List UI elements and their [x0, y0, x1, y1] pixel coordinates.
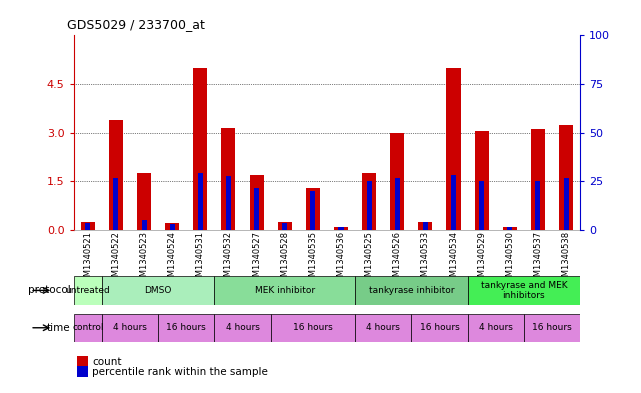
- Bar: [249, 175, 263, 230]
- Bar: [479, 181, 484, 230]
- Text: percentile rank within the sample: percentile rank within the sample: [92, 367, 268, 376]
- Bar: [137, 173, 151, 230]
- Text: tankyrase inhibitor: tankyrase inhibitor: [369, 286, 454, 295]
- Bar: [419, 222, 433, 230]
- Bar: [507, 228, 512, 230]
- Text: 4 hours: 4 hours: [366, 323, 400, 332]
- Text: count: count: [92, 357, 122, 367]
- Text: 16 hours: 16 hours: [167, 323, 206, 332]
- Bar: [194, 68, 207, 230]
- Bar: [367, 181, 372, 230]
- Bar: [395, 178, 400, 230]
- Text: time: time: [47, 323, 71, 333]
- Bar: [85, 223, 90, 230]
- Bar: [74, 276, 102, 305]
- Bar: [531, 129, 545, 230]
- Bar: [113, 178, 119, 230]
- Bar: [412, 314, 467, 342]
- Bar: [226, 176, 231, 230]
- Text: tankyrase and MEK
inhibitors: tankyrase and MEK inhibitors: [481, 281, 567, 300]
- Bar: [142, 220, 147, 230]
- Text: protocol: protocol: [28, 285, 71, 296]
- Bar: [524, 314, 580, 342]
- Bar: [503, 227, 517, 230]
- Text: DMSO: DMSO: [144, 286, 172, 295]
- Bar: [338, 228, 344, 230]
- Bar: [102, 314, 158, 342]
- Bar: [158, 314, 214, 342]
- Bar: [254, 188, 259, 230]
- Text: MEK inhibitor: MEK inhibitor: [254, 286, 315, 295]
- Bar: [306, 188, 320, 230]
- Text: 4 hours: 4 hours: [113, 323, 147, 332]
- Bar: [214, 276, 355, 305]
- Text: 16 hours: 16 hours: [293, 323, 333, 332]
- Bar: [390, 132, 404, 230]
- Bar: [74, 314, 102, 342]
- Bar: [355, 276, 467, 305]
- Bar: [214, 314, 271, 342]
- Text: 16 hours: 16 hours: [420, 323, 460, 332]
- Bar: [271, 314, 355, 342]
- Bar: [165, 223, 179, 230]
- Text: 16 hours: 16 hours: [532, 323, 572, 332]
- Bar: [559, 125, 573, 230]
- Text: 4 hours: 4 hours: [479, 323, 513, 332]
- Bar: [282, 223, 287, 230]
- Bar: [102, 276, 214, 305]
- Bar: [355, 314, 412, 342]
- Bar: [109, 119, 123, 230]
- Bar: [221, 128, 235, 230]
- Text: untreated: untreated: [65, 286, 110, 295]
- Text: GDS5029 / 233700_at: GDS5029 / 233700_at: [67, 18, 205, 31]
- Bar: [451, 175, 456, 230]
- Bar: [474, 131, 488, 230]
- Bar: [563, 178, 569, 230]
- Bar: [467, 314, 524, 342]
- Bar: [198, 173, 203, 230]
- Text: control: control: [72, 323, 104, 332]
- Text: 4 hours: 4 hours: [226, 323, 260, 332]
- Bar: [423, 222, 428, 230]
- Bar: [362, 173, 376, 230]
- Bar: [310, 191, 315, 230]
- Bar: [447, 68, 460, 230]
- Bar: [170, 224, 175, 230]
- Bar: [334, 227, 348, 230]
- Bar: [278, 222, 292, 230]
- Bar: [81, 222, 95, 230]
- Bar: [535, 181, 540, 230]
- Bar: [467, 276, 580, 305]
